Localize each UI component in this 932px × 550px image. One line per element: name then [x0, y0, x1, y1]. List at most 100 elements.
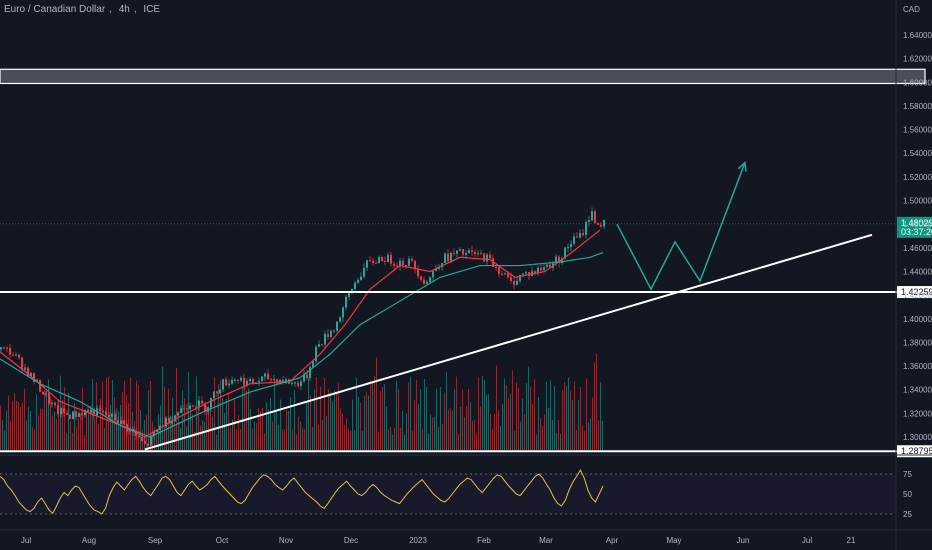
candle-body [69, 414, 71, 420]
candle-body [12, 354, 14, 356]
candle-body [492, 258, 494, 267]
volume-bar [446, 372, 447, 450]
volume-bar [280, 399, 281, 450]
x-tick-label: 21 [847, 536, 856, 545]
volume-bar [422, 429, 423, 450]
volume-bar [388, 429, 389, 450]
volume-bar [10, 420, 11, 450]
volume-bar [230, 427, 231, 450]
volume-bar [316, 376, 317, 450]
candle-body [465, 253, 467, 255]
volume-bar [244, 381, 245, 450]
volume-bar [116, 408, 117, 450]
candle-body [387, 254, 389, 263]
volume-bar [0, 405, 1, 450]
volume-bar [192, 414, 193, 450]
exchange: ICE [143, 4, 161, 15]
volume-bar [130, 377, 131, 450]
volume-bar [440, 387, 441, 450]
candle-body [585, 221, 587, 235]
volume-bar [524, 414, 525, 450]
candle-body [477, 252, 479, 255]
y-tick-label: 1.38000 [903, 338, 932, 347]
volume-bar [570, 390, 571, 450]
volume-bar [442, 424, 443, 450]
volume-bar [48, 379, 49, 450]
candle-body [267, 373, 269, 380]
candle-body [222, 379, 224, 390]
candle-body [213, 391, 215, 399]
volume-bar [594, 362, 595, 450]
volume-bar [158, 414, 159, 450]
volume-bar [312, 427, 313, 450]
candle-body [117, 420, 119, 424]
candle-body [363, 267, 365, 277]
volume-bar [182, 390, 183, 450]
volume-bar [352, 399, 353, 450]
candle-body [372, 260, 374, 263]
candle-body [156, 429, 158, 432]
volume-bar [242, 385, 243, 450]
candle-body [567, 247, 569, 249]
candle-body [330, 330, 332, 337]
volume-bar [510, 393, 511, 450]
volume-bar [438, 426, 439, 450]
volume-bar [406, 413, 407, 450]
volume-bar [430, 414, 431, 450]
candle-body [27, 367, 29, 377]
volume-bar [346, 418, 347, 450]
y-tick-label: 1.62000 [903, 55, 932, 64]
candle-body [396, 265, 398, 267]
volume-bar [428, 433, 429, 450]
current-price-badge [897, 216, 932, 238]
volume-bar [460, 406, 461, 450]
volume-bar [362, 431, 363, 450]
volume-bar [378, 431, 379, 450]
candle-body [276, 379, 278, 384]
volume-bar [62, 399, 63, 450]
volume-bar [52, 415, 53, 450]
volume-bar [450, 408, 451, 450]
candle-body [3, 347, 5, 349]
candle-body [225, 379, 227, 386]
candle-body [252, 379, 254, 384]
volume-bar [36, 394, 37, 450]
volume-bar [458, 434, 459, 450]
candle-body [360, 276, 362, 281]
x-tick-label: Apr [606, 536, 619, 545]
oscillator-band [0, 474, 895, 514]
volume-bar [20, 406, 21, 450]
volume-bar [600, 382, 601, 450]
candle-body [24, 367, 26, 370]
volume-bar [412, 430, 413, 450]
volume-bar [392, 434, 393, 450]
volume-bar [16, 400, 17, 450]
volume-bar [128, 403, 129, 450]
candle-body [603, 220, 605, 227]
candle-body [150, 435, 152, 446]
volume-bar [40, 408, 41, 450]
volume-bar [38, 415, 39, 450]
candle-body [498, 267, 500, 274]
candle-body [375, 262, 377, 264]
y-tick-label: 1.34000 [903, 386, 932, 395]
current-price-label: 1.48029 [901, 218, 932, 228]
volume-bar [366, 392, 367, 450]
volume-bar [410, 376, 411, 450]
oscillator-level-label: 50 [903, 490, 912, 499]
volume-bar [374, 376, 375, 450]
y-tick-label: 1.36000 [903, 362, 932, 371]
volume-bar [174, 418, 175, 450]
volume-bar [190, 408, 191, 450]
volume-bar [560, 434, 561, 450]
volume-bar [598, 420, 599, 450]
volume-bar [208, 405, 209, 450]
candle-body [153, 431, 155, 436]
volume-bar [50, 396, 51, 450]
volume-bar [564, 382, 565, 450]
symbol-name: Euro / Canadian Dollar [4, 4, 106, 15]
candle-body [93, 409, 95, 416]
volume-bar [502, 403, 503, 450]
volume-bar [522, 398, 523, 450]
